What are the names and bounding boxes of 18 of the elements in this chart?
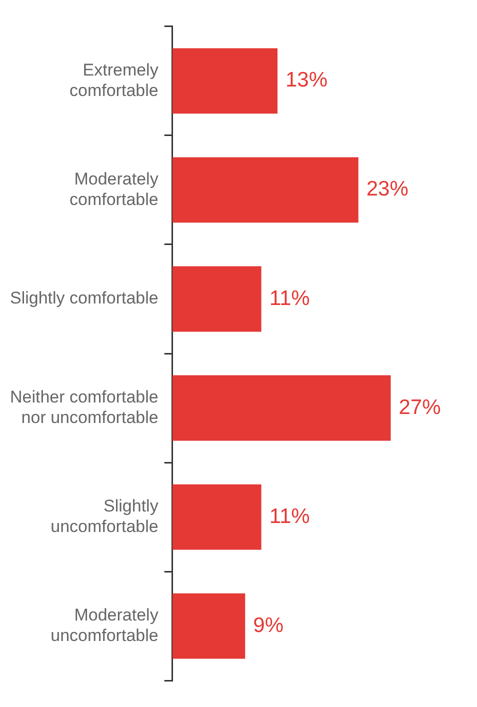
data-label: 9% bbox=[253, 614, 284, 637]
bar bbox=[172, 48, 278, 114]
data-label: 11% bbox=[269, 504, 310, 528]
data-label: 11% bbox=[269, 286, 310, 310]
data-label: 13% bbox=[285, 68, 328, 92]
y-tick-label: Extremely comfortable bbox=[70, 60, 159, 100]
bar bbox=[172, 484, 262, 550]
y-tick-label: Moderately uncomfortable bbox=[50, 606, 159, 645]
data-label: 23% bbox=[366, 178, 408, 201]
y-tick-label: Moderately comfortable bbox=[70, 169, 159, 209]
bar bbox=[172, 157, 358, 223]
y-tick-label: Slightly uncomfortable bbox=[50, 496, 159, 536]
y-tick-label: Slightly comfortable bbox=[10, 288, 158, 308]
bar bbox=[172, 593, 246, 659]
y-tick-label: Neither comfortable nor uncomfortable bbox=[10, 388, 158, 427]
data-label: 27% bbox=[398, 396, 441, 419]
bar bbox=[172, 375, 391, 441]
bar bbox=[172, 266, 262, 332]
